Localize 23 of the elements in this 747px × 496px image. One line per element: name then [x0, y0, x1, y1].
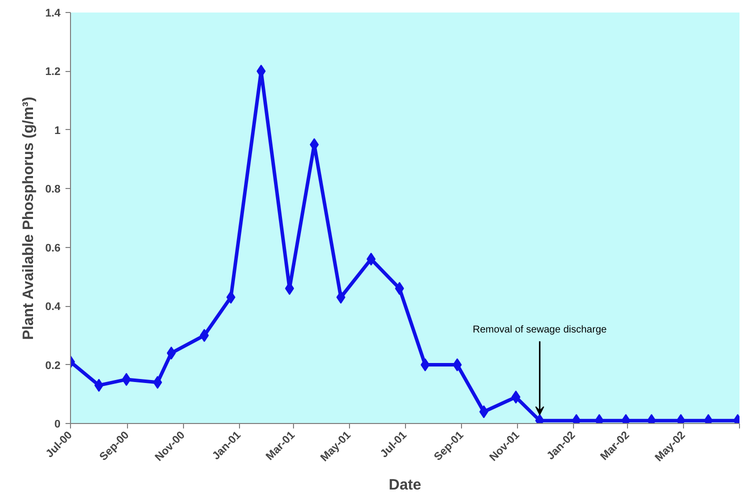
y-tick-label: 1: [54, 124, 61, 137]
y-axis-title: Plant Available Phosphorus (g/m³): [20, 96, 38, 340]
point: [511, 390, 520, 404]
point: [336, 290, 346, 304]
point: [122, 372, 131, 386]
y-tick-label: 1.2: [45, 66, 61, 78]
x-axis-title: Date: [388, 476, 422, 494]
point: [452, 358, 462, 372]
point: [200, 328, 209, 342]
point: [420, 358, 430, 372]
y-tick-label: 0.2: [45, 360, 61, 372]
y-tick-label: 0.4: [45, 301, 62, 314]
point: [366, 252, 376, 266]
annotation: Removal of sewage discharge: [472, 324, 608, 336]
y-tick-label: 1.4: [45, 8, 62, 20]
point: [153, 376, 162, 389]
point: [226, 290, 236, 304]
y-tick-label: 0.8: [45, 184, 61, 196]
point: [94, 378, 104, 392]
y-tick-label: 0: [54, 418, 61, 430]
y-tick-label: 0.6: [45, 242, 61, 254]
point: [166, 346, 176, 360]
point: [479, 405, 488, 418]
